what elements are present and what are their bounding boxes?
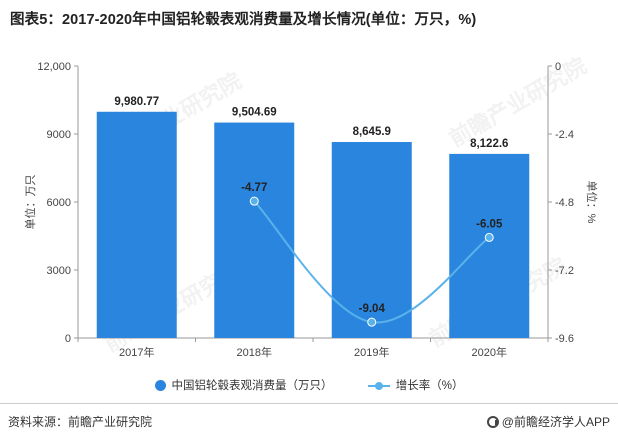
x-tick-label: 2020年 — [472, 345, 507, 359]
y-tick-label: 3000 — [47, 265, 71, 277]
legend: 中国铝轮毂表观消费量（万只） 增长率（%） — [0, 377, 618, 394]
legend-item-line[interactable]: 增长率（%） — [367, 377, 464, 393]
y2-tick-label: -2.4 — [555, 129, 574, 141]
bar-data-label: 9,980.77 — [114, 96, 159, 108]
growth-rate-point — [484, 232, 494, 242]
brand-credit: @前瞻经济学人APP — [486, 413, 610, 430]
growth-rate-label: -9.04 — [359, 303, 386, 315]
x-tick-label: 2018年 — [237, 345, 272, 359]
source-note: 资料来源：前瞻产业研究院 — [8, 415, 153, 429]
legend-item-bar[interactable]: 中国铝轮毂表观消费量（万只） — [154, 377, 333, 393]
growth-rate-point — [367, 317, 377, 327]
chart-title: 图表5：2017-2020年中国铝轮毂表观消费量及增长情况(单位：万只，%) — [10, 12, 477, 28]
y2-tick-label: 0 — [555, 61, 561, 73]
y2-tick-label: -4.8 — [555, 197, 574, 209]
x-tick-label: 2017年 — [119, 345, 154, 359]
bar — [449, 153, 530, 338]
y2-tick-label: -9.6 — [555, 333, 574, 345]
footer-divider — [0, 403, 618, 404]
bar — [214, 122, 295, 338]
legend-line-swatch — [367, 380, 390, 391]
bar — [331, 142, 412, 338]
chart-canvas: 0 3000 6000 9000 12,000 -9.6 -7.2 -4.8 -2.4 0 单位：万… — [23, 61, 599, 359]
bar-data-label: 8,645.9 — [353, 126, 391, 138]
legend-bar-label: 中国铝轮毂表观消费量（万只） — [171, 380, 333, 392]
y2-axis-title: 单位：% — [585, 181, 599, 224]
bar — [96, 111, 177, 338]
bar-data-label: 9,504.69 — [232, 107, 277, 119]
legend-line-label: 增长率（%） — [395, 380, 464, 392]
y-tick-label: 12,000 — [37, 61, 71, 73]
y-axis-title: 单位：万只 — [23, 175, 37, 230]
legend-bar-swatch — [154, 379, 166, 391]
y-tick-label: 9000 — [47, 129, 71, 141]
y2-tick-label: -7.2 — [555, 265, 574, 277]
y-tick-label: 0 — [65, 333, 71, 345]
x-tick-label: 2019年 — [354, 345, 389, 359]
y-tick-label: 6000 — [47, 197, 71, 209]
growth-rate-label: -6.05 — [476, 218, 503, 230]
brand-text: @前瞻经济学人APP — [501, 415, 610, 429]
growth-rate-point — [249, 196, 259, 206]
bar-data-label: 8,122.6 — [470, 138, 508, 150]
growth-rate-label: -4.77 — [241, 182, 267, 194]
brand-logo-icon — [486, 415, 499, 428]
